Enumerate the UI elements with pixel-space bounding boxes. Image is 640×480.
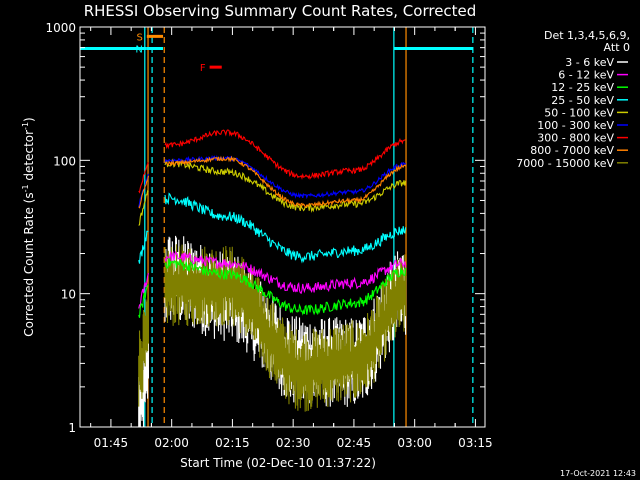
series-path	[164, 155, 407, 209]
series-path	[138, 189, 149, 226]
legend-label-50-100-kev: 50 - 100 keV	[544, 106, 614, 119]
legend-label-6-12-kev: 6 - 12 keV	[558, 69, 614, 82]
flag-label-f: F	[200, 63, 206, 74]
series-path	[138, 284, 149, 318]
series-path	[164, 250, 407, 295]
flag-label-s: S	[136, 32, 142, 43]
x-tick-label: 02:15	[215, 436, 250, 450]
legend-label-100-300-kev: 100 - 300 keV	[537, 119, 614, 132]
x-axis-label: Start Time (02-Dec-10 01:37:22)	[180, 456, 376, 470]
chart-title: RHESSI Observing Summary Count Rates, Co…	[84, 2, 477, 20]
legend-label-12-25-kev: 12 - 25 keV	[551, 81, 614, 94]
series-path	[164, 158, 407, 213]
series-7000-15000-kev	[138, 244, 407, 412]
x-tick-label: 03:15	[458, 436, 493, 450]
y-axis: 1 10 100 1000	[45, 21, 485, 435]
series-path	[138, 230, 149, 264]
legend-header-line-2: Att 0	[604, 41, 630, 54]
legend-header-line-1: Det 1,3,4,5,6,9,	[544, 29, 630, 42]
series-path	[138, 175, 149, 209]
x-tick-label: 02:45	[337, 436, 372, 450]
legend-label-25-50-kev: 25 - 50 keV	[551, 94, 614, 107]
series-path	[164, 244, 407, 412]
series-25-50-kev	[138, 192, 407, 264]
y-tick-label: 10	[61, 288, 76, 302]
flag-label-n: N	[135, 44, 142, 55]
series-path	[138, 161, 149, 194]
y-tick-label: 100	[53, 154, 76, 168]
x-axis: 01:45 02:00 02:15 02:30 02:45 03:00 03:15	[90, 27, 493, 450]
x-tick-label: 02:30	[276, 436, 311, 450]
series-path	[164, 129, 406, 180]
y-axis-label: Corrected Count Rate (s-1 detector-1)	[21, 117, 36, 336]
x-tick-label: 02:00	[154, 436, 189, 450]
x-tick-label: 01:45	[94, 436, 129, 450]
footer-timestamp: 17-Oct-2021 12:43	[560, 469, 636, 478]
series-50-100-kev	[138, 158, 407, 226]
series-path	[164, 154, 407, 200]
series-800-7000-kev	[138, 155, 407, 209]
y-tick-label: 1	[68, 421, 76, 435]
legend-label-3-6-kev: 3 - 6 keV	[565, 56, 614, 69]
series-12-25-kev	[138, 257, 407, 318]
series-path	[164, 192, 407, 264]
series-path	[164, 257, 407, 316]
plot-area: SN F	[79, 26, 486, 428]
legend-label-7000-15000-kev: 7000 - 15000 keV	[516, 157, 614, 170]
y-tick-label: 1000	[45, 21, 76, 35]
plot-frame	[79, 26, 486, 428]
series-300-800-kev	[138, 129, 406, 194]
legend-label-800-7000-kev: 800 - 7000 keV	[530, 144, 614, 157]
x-tick-label: 03:00	[397, 436, 432, 450]
legend-label-300-800-kev: 300 - 800 keV	[537, 132, 614, 145]
